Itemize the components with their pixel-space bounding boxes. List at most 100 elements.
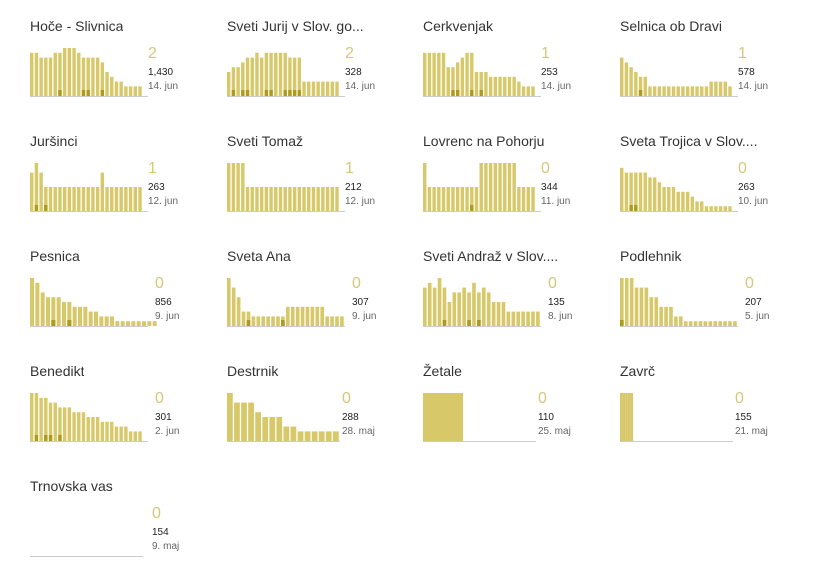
sparkline-chart — [30, 556, 143, 557]
bar-marker — [58, 435, 62, 441]
last-date: 11. jun — [541, 196, 571, 207]
bar — [262, 417, 269, 441]
bar — [728, 86, 732, 96]
bar — [501, 302, 506, 326]
total-count: 135 — [548, 297, 565, 308]
bar — [114, 187, 119, 211]
bar — [77, 52, 81, 96]
bar — [624, 278, 629, 326]
bar — [138, 431, 142, 441]
bar — [81, 187, 86, 211]
bar — [423, 163, 427, 211]
bar — [292, 57, 297, 96]
bar — [100, 421, 105, 441]
bar — [455, 187, 460, 211]
bar — [629, 278, 634, 326]
total-count: 328 — [345, 67, 362, 78]
bar — [78, 306, 83, 326]
bar — [307, 81, 311, 96]
last-date: 14. jun — [541, 81, 572, 92]
bar — [110, 421, 114, 441]
bar — [465, 52, 469, 96]
bar — [250, 187, 254, 211]
bar-marker — [44, 435, 48, 441]
bar — [676, 191, 680, 211]
municipality-card: Pesnica 0 856 9. jun — [30, 248, 220, 358]
bar — [441, 187, 446, 211]
bar — [630, 393, 633, 441]
bar — [142, 321, 147, 326]
bar — [133, 86, 137, 96]
sparkline-chart — [620, 167, 738, 212]
bar — [110, 187, 114, 211]
bar — [251, 316, 256, 326]
bar — [39, 172, 43, 211]
bar — [340, 316, 344, 326]
last-date: 12. jun — [345, 196, 376, 207]
bar — [709, 81, 713, 96]
bar — [124, 187, 128, 211]
bar — [427, 52, 432, 96]
new-count: 0 — [342, 390, 351, 407]
bar — [638, 76, 643, 96]
bar — [283, 52, 287, 96]
bar — [674, 316, 678, 326]
bar — [648, 86, 652, 96]
bar — [493, 76, 498, 96]
municipality-title: Sveta Trojica v Slov.... — [620, 133, 758, 149]
bar — [325, 431, 332, 441]
bar — [512, 163, 516, 211]
bar — [72, 48, 76, 96]
bar — [62, 48, 67, 96]
bar — [269, 187, 273, 211]
bar — [311, 431, 318, 441]
bar — [335, 81, 339, 96]
bar — [467, 292, 471, 326]
bar — [325, 81, 330, 96]
bar — [307, 187, 311, 211]
bar — [690, 196, 695, 211]
bar — [503, 163, 507, 211]
bar-marker — [231, 90, 236, 96]
bar — [227, 72, 231, 96]
last-date: 9. jun — [352, 311, 377, 322]
bar — [86, 187, 90, 211]
bar — [667, 187, 671, 211]
bar — [133, 431, 137, 441]
bar — [288, 187, 292, 211]
sparkline-chart — [227, 393, 340, 442]
bar-marker — [245, 90, 250, 96]
bar — [423, 393, 427, 441]
bar — [77, 412, 81, 441]
bar — [676, 86, 680, 96]
municipality-card: Sveti Jurij v Slov. go... 2 328 14. jun — [227, 18, 417, 128]
bar — [114, 426, 119, 441]
bar — [531, 187, 535, 211]
bar — [91, 57, 95, 96]
bar — [667, 86, 671, 96]
bar — [128, 187, 133, 211]
bar-marker — [455, 90, 460, 96]
bar — [459, 393, 463, 441]
bar — [325, 316, 329, 326]
bar — [67, 48, 72, 96]
bar — [437, 187, 441, 211]
bar — [488, 163, 493, 211]
bar — [53, 402, 57, 441]
bar — [700, 86, 704, 96]
bar — [241, 311, 246, 326]
bar — [119, 426, 123, 441]
municipality-title: Žetale — [423, 363, 462, 379]
bar — [507, 163, 512, 211]
bar — [297, 57, 302, 96]
bar — [72, 306, 77, 326]
bar — [119, 81, 123, 96]
bar — [302, 81, 306, 96]
bar — [671, 187, 676, 211]
bar — [290, 306, 295, 326]
bar — [447, 302, 452, 326]
bar — [274, 187, 278, 211]
bar — [709, 206, 713, 211]
bar — [264, 187, 269, 211]
bar — [432, 287, 437, 326]
